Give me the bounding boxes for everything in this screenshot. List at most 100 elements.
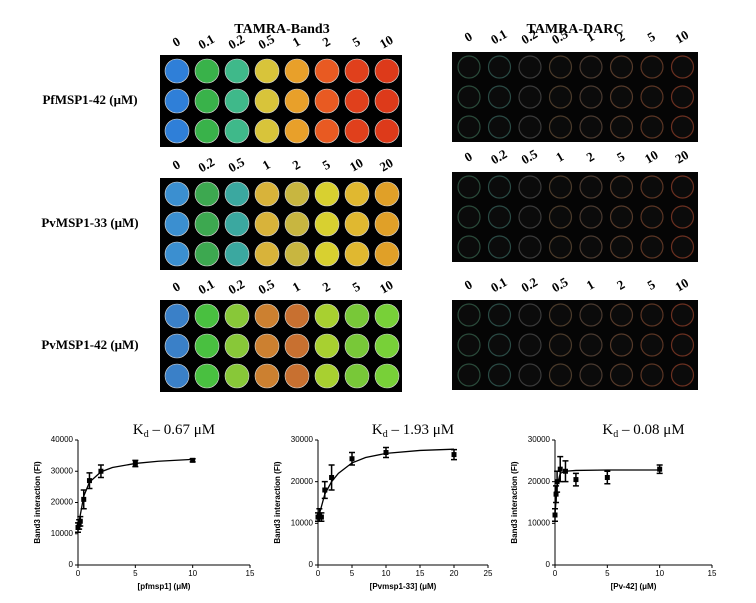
title-symbol: K — [372, 422, 383, 438]
well — [579, 205, 603, 229]
well — [518, 55, 542, 79]
concentration-label: 10 — [377, 277, 396, 296]
well — [518, 205, 542, 229]
y-tick-label: 30000 — [528, 435, 551, 444]
y-tick-label: 30000 — [291, 435, 314, 444]
data-point — [318, 514, 324, 520]
well — [314, 303, 340, 329]
well — [518, 235, 542, 259]
well — [374, 241, 400, 267]
well — [609, 333, 634, 357]
concentration-label: 0.1 — [195, 31, 217, 52]
well — [164, 58, 190, 84]
y-axis-label: Band3 interaction (FI) — [510, 461, 519, 544]
concentration-label: 5 — [320, 156, 334, 172]
well — [164, 303, 190, 329]
data-point — [77, 518, 83, 524]
well — [374, 363, 400, 389]
well — [457, 205, 481, 229]
well — [487, 303, 512, 327]
concentration-label: 0.5 — [255, 276, 277, 297]
well — [374, 118, 400, 144]
well — [579, 115, 603, 139]
well — [548, 55, 573, 79]
well — [284, 303, 310, 329]
well — [579, 333, 603, 357]
well — [609, 235, 634, 259]
well — [254, 58, 280, 84]
well — [374, 181, 400, 207]
title-symbol: K — [133, 422, 144, 438]
well — [164, 333, 190, 359]
concentration-label: 0.1 — [488, 26, 510, 47]
concentration-label: 0 — [170, 279, 183, 295]
concentration-label: 10 — [672, 27, 691, 46]
concentration-label: 10 — [377, 32, 396, 51]
well — [314, 363, 340, 389]
well — [164, 241, 190, 267]
y-tick-label: 10000 — [528, 518, 551, 527]
data-point — [349, 456, 355, 462]
well — [284, 333, 310, 359]
concentration-label: 5 — [350, 33, 364, 49]
well — [284, 211, 310, 237]
well — [670, 115, 695, 139]
data-point — [132, 460, 138, 466]
well — [609, 363, 634, 387]
well — [670, 55, 695, 79]
row-label: PfMSP1-42 (μM) — [42, 92, 137, 107]
well — [609, 85, 634, 109]
well — [164, 363, 190, 389]
x-tick-label: 0 — [316, 569, 321, 578]
well — [609, 303, 634, 327]
well — [344, 241, 370, 267]
row-label: PvMSP1-33 (μM) — [41, 215, 138, 230]
concentration-label: 0.2 — [225, 276, 247, 297]
well — [609, 115, 634, 139]
well — [548, 205, 573, 229]
concentration-label: 2 — [614, 29, 627, 45]
well — [670, 235, 695, 259]
concentration-label: 1 — [553, 149, 566, 165]
well — [284, 118, 310, 144]
y-tick-label: 10000 — [291, 518, 314, 527]
well — [224, 241, 250, 267]
well — [548, 303, 573, 327]
title-subscript: d — [144, 429, 149, 440]
well — [487, 115, 512, 139]
well — [487, 235, 512, 259]
title-text: – 0.08 μM — [618, 422, 684, 438]
well — [164, 181, 190, 207]
well — [640, 333, 664, 357]
well — [344, 118, 370, 144]
well — [344, 363, 370, 389]
well — [640, 363, 664, 387]
well — [670, 175, 695, 199]
well — [374, 58, 400, 84]
concentration-label: 20 — [672, 147, 691, 166]
well — [344, 181, 370, 207]
y-tick-label: 0 — [546, 560, 551, 569]
y-axis-label: Band3 interaction (FI) — [33, 461, 42, 544]
well — [670, 363, 695, 387]
well — [224, 211, 250, 237]
well — [579, 235, 603, 259]
well — [579, 175, 603, 199]
y-tick-label: 20000 — [291, 477, 314, 486]
well — [284, 241, 310, 267]
x-tick-label: 10 — [655, 569, 664, 578]
well — [194, 241, 220, 267]
well — [254, 88, 280, 114]
x-axis-label: [pfmsp1] (μM) — [138, 582, 191, 591]
well — [640, 205, 664, 229]
data-point — [553, 491, 559, 497]
data-point — [557, 466, 563, 472]
panel-title: TAMRA-Band3 — [234, 22, 329, 37]
concentration-label: 10 — [672, 275, 691, 294]
data-point — [81, 496, 87, 502]
well — [487, 85, 512, 109]
well — [284, 363, 310, 389]
well — [194, 58, 220, 84]
well — [254, 118, 280, 144]
